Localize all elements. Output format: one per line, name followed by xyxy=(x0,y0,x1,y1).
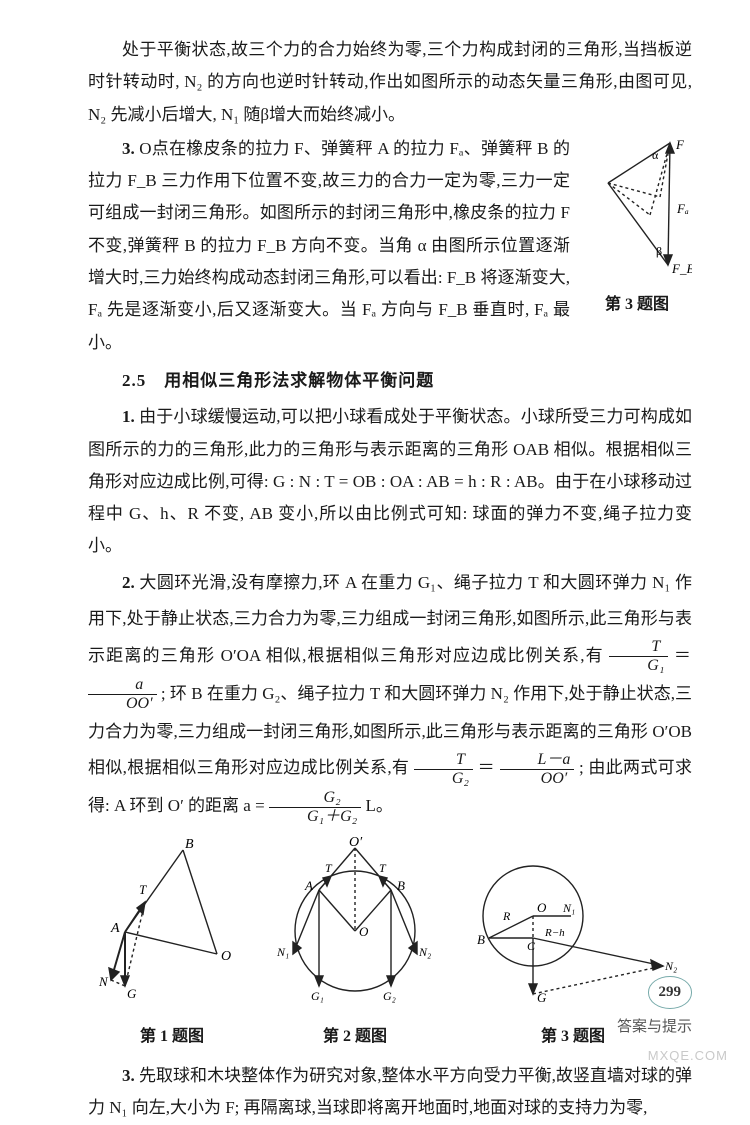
svg-text:Fₐ: Fₐ xyxy=(676,201,689,216)
para-continuation: 处于平衡状态,故三个力的合力始终为零,三个力构成封闭的三角形,当挡板逆时针转动时… xyxy=(88,34,692,131)
svg-text:β: β xyxy=(656,244,662,258)
svg-text:T: T xyxy=(139,882,147,897)
equals: ＝ xyxy=(674,646,692,665)
svg-text:B: B xyxy=(397,878,405,893)
svg-text:F_B: F_B xyxy=(671,261,692,276)
item-number: 3. xyxy=(122,1066,135,1085)
figure-caption: 第 3 题图 xyxy=(582,290,692,320)
figure-2: O′ A B O T T N₁ N₂ G₁ G₂ 第 2 题图 xyxy=(265,836,445,1052)
page-number: 299 xyxy=(648,976,693,1009)
ring-two-weights-icon: O′ A B O T T N₁ N₂ G₁ G₂ xyxy=(265,836,445,1006)
watermark: MXQE.COM xyxy=(648,1044,728,1069)
figure-3-top: F α Fₐ β F_B 第 3 题图 xyxy=(582,137,692,321)
svg-text:C: C xyxy=(527,939,536,953)
item-number: 1. xyxy=(122,407,135,426)
svg-text:T: T xyxy=(325,861,333,875)
text: 大圆环光滑,没有摩擦力,环 A 在重力 G₁、绳子拉力 T 和大圆环弹力 N₁ … xyxy=(88,573,692,665)
equals: ＝ xyxy=(478,758,500,777)
text: O点在橡皮条的拉力 F、弹簧秤 A 的拉力 Fₐ、弹簧秤 B 的拉力 F_B 三… xyxy=(88,139,570,352)
svg-text:O′: O′ xyxy=(349,836,363,850)
figure-caption: 第 2 题图 xyxy=(265,1022,445,1052)
figure-caption: 第 1 题图 xyxy=(97,1022,247,1052)
svg-text:R: R xyxy=(502,909,511,923)
text: 处于平衡状态,故三个力的合力始终为零,三个力构成封闭的三角形,当挡板逆时针转动时… xyxy=(88,40,692,124)
triangle-force-diagram-icon: F α Fₐ β F_B xyxy=(582,137,692,277)
problem-1-text: 1. 由于小球缓慢运动,可以把小球看成处于平衡状态。小球所受三力可构成如图所示的… xyxy=(88,401,692,562)
fraction: TG₁ xyxy=(609,638,668,676)
svg-text:O: O xyxy=(537,900,547,915)
svg-text:A: A xyxy=(304,878,313,893)
fraction: TG₂ xyxy=(414,751,473,789)
problem-3b-text: 3. 先取球和木块整体作为研究对象,整体水平方向受力平衡,故竖直墙对球的弹力 N… xyxy=(88,1060,692,1125)
item-number: 3. xyxy=(122,139,135,158)
figure-row: A B O T N G 第 1 题图 O′ xyxy=(88,836,692,1052)
svg-text:α: α xyxy=(652,148,659,162)
fraction: aOO′ xyxy=(88,676,157,714)
section-heading: 2.5 用相似三角形法求解物体平衡问题 xyxy=(88,365,692,397)
heading-text: 2.5 用相似三角形法求解物体平衡问题 xyxy=(122,371,434,390)
svg-text:B: B xyxy=(185,837,194,852)
svg-text:A: A xyxy=(110,921,120,936)
fraction: G₂G₁＋G₂ xyxy=(269,789,361,827)
problem-2-text: 2. 大圆环光滑,没有摩擦力,环 A 在重力 G₁、绳子拉力 T 和大圆环弹力 … xyxy=(88,565,692,827)
svg-text:N₁: N₁ xyxy=(276,945,289,959)
triangle-oab-icon: A B O T N G xyxy=(97,836,247,1006)
svg-text:N₂: N₂ xyxy=(418,945,431,959)
text: L。 xyxy=(365,796,392,815)
svg-text:B: B xyxy=(477,932,485,947)
svg-text:O: O xyxy=(359,924,369,939)
svg-text:N₁: N₁ xyxy=(562,901,575,915)
svg-text:G: G xyxy=(127,986,137,1001)
svg-text:G₁: G₁ xyxy=(311,989,324,1003)
footer-label: 答案与提示 xyxy=(617,1013,692,1042)
svg-text:F: F xyxy=(675,137,685,152)
text: 先取球和木块整体作为研究对象,整体水平方向受力平衡,故竖直墙对球的弹力 N₁ 向… xyxy=(88,1066,692,1117)
svg-text:T: T xyxy=(379,861,387,875)
svg-text:O: O xyxy=(221,949,231,964)
svg-text:N: N xyxy=(98,974,109,989)
svg-text:G: G xyxy=(537,990,547,1005)
svg-text:N₂: N₂ xyxy=(664,959,677,973)
figure-1: A B O T N G 第 1 题图 xyxy=(97,836,247,1052)
text: 由于小球缓慢运动,可以把小球看成处于平衡状态。小球所受三力可构成如图所示的力的三… xyxy=(88,407,692,555)
page-footer: 299 答案与提示 xyxy=(617,975,692,1041)
svg-text:R−h: R−h xyxy=(544,927,565,939)
svg-text:G₂: G₂ xyxy=(383,989,396,1003)
item-number: 2. xyxy=(122,573,135,592)
fraction: L－aOO′ xyxy=(500,751,575,789)
